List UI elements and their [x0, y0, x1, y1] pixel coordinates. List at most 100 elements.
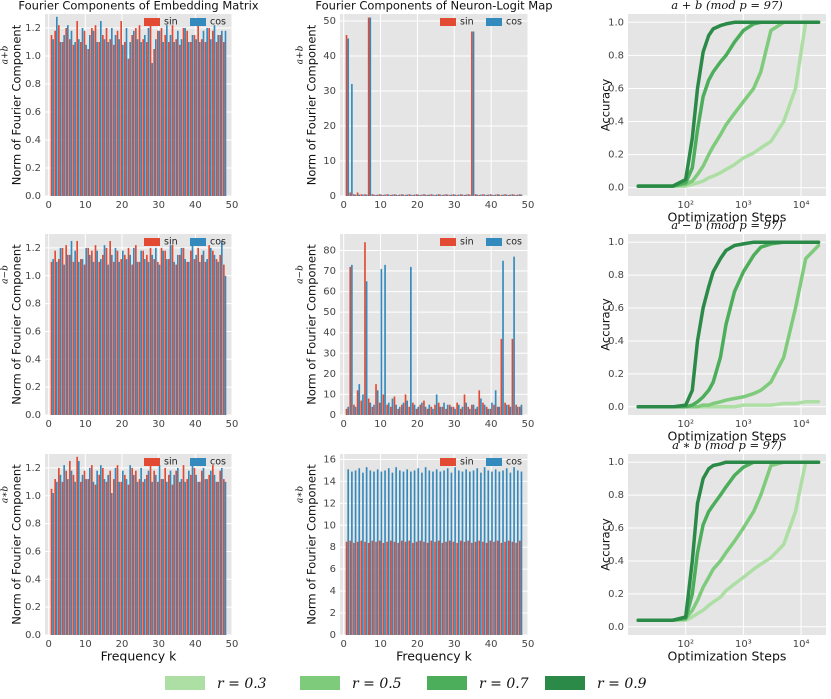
x-tick-label: 50: [226, 419, 239, 430]
bar: [513, 256, 515, 415]
bar: [56, 16, 58, 196]
bar: [80, 259, 82, 415]
bar: [426, 194, 429, 196]
bar: [69, 39, 71, 197]
bar: [428, 404, 431, 415]
bar: [50, 488, 53, 635]
bar: [452, 541, 455, 635]
bar: [213, 25, 216, 197]
x-tick-label: 40: [189, 419, 202, 430]
x-tick-label: 10⁴: [793, 639, 810, 650]
bar: [59, 474, 62, 635]
bar: [345, 35, 348, 196]
bar: [398, 194, 401, 196]
bar: [81, 28, 84, 196]
bar: [138, 25, 141, 197]
bar: [395, 194, 397, 196]
bar: [419, 404, 422, 415]
bar: [439, 406, 442, 415]
bar: [472, 404, 475, 415]
bar: [351, 264, 353, 415]
bar: [69, 254, 71, 415]
y-tick-label: 0.6: [25, 326, 41, 337]
x-tick-label: 50: [522, 200, 535, 211]
bar: [157, 261, 159, 415]
bar: [217, 261, 219, 415]
bar: [353, 404, 355, 415]
bar: [224, 30, 227, 196]
x-tick-label: 40: [485, 419, 498, 430]
bar: [516, 194, 519, 196]
bar: [401, 194, 403, 196]
y-axis-label: Norm of Fourier Component: [10, 464, 24, 625]
bar: [485, 194, 488, 196]
y-tick-label: 80: [323, 245, 336, 256]
bar: [382, 394, 385, 415]
legend-swatch: [486, 18, 502, 26]
bar: [129, 254, 131, 415]
bar: [406, 400, 409, 415]
bar: [498, 406, 501, 415]
bar: [142, 481, 144, 635]
bar: [349, 192, 352, 196]
y-tick-label: 0.0: [608, 622, 624, 633]
bar: [382, 194, 385, 196]
bar: [445, 194, 447, 196]
y-tick-label: 0.4: [25, 135, 41, 146]
bar: [162, 479, 164, 635]
bar: [474, 541, 477, 635]
legend-swatch: [427, 676, 467, 690]
bar: [445, 408, 447, 415]
bar: [78, 261, 80, 415]
bar: [463, 394, 466, 415]
bar: [424, 467, 427, 635]
bar: [443, 194, 445, 196]
y-tick-label: 1.0: [608, 237, 624, 248]
bar: [151, 63, 153, 196]
plot-area: [45, 234, 232, 415]
bar: [80, 42, 82, 196]
bar: [413, 470, 416, 635]
bar: [162, 250, 164, 415]
bar: [177, 254, 179, 415]
legend-swatch: [144, 238, 160, 246]
bar: [184, 259, 186, 415]
bar: [155, 474, 157, 635]
bar: [469, 194, 471, 196]
bar: [504, 402, 506, 415]
bar: [402, 471, 405, 635]
bar: [401, 540, 403, 635]
bar: [107, 42, 109, 196]
y-tick-label: 0.2: [25, 602, 41, 613]
bar: [65, 245, 67, 415]
bar: [89, 254, 91, 415]
bar: [404, 541, 407, 635]
bar: [146, 42, 148, 196]
bar: [384, 264, 386, 415]
y-tick-label: 12: [323, 498, 336, 509]
bar: [421, 472, 423, 635]
bar: [373, 194, 375, 196]
x-axis-label: Optimization Steps: [668, 210, 787, 225]
y-tick-label: 0.4: [608, 336, 624, 347]
bar: [157, 481, 159, 635]
bar: [476, 406, 479, 415]
bar: [417, 194, 420, 196]
bar: [124, 42, 126, 196]
bar: [349, 266, 352, 415]
legend-swatch: [144, 18, 160, 26]
bar: [177, 30, 179, 196]
y-tick-label: 0.2: [608, 150, 624, 161]
bar: [467, 194, 470, 196]
bar: [434, 541, 436, 635]
bar: [397, 542, 399, 635]
bar: [387, 402, 390, 415]
bar: [67, 254, 69, 415]
bar: [382, 542, 385, 635]
bar: [513, 194, 515, 196]
legend-label: r = 0.7: [479, 676, 529, 692]
x-tick-label: 10: [79, 419, 92, 430]
bar: [193, 35, 196, 196]
bar: [401, 404, 403, 415]
row-label: a+b: [1, 45, 11, 64]
